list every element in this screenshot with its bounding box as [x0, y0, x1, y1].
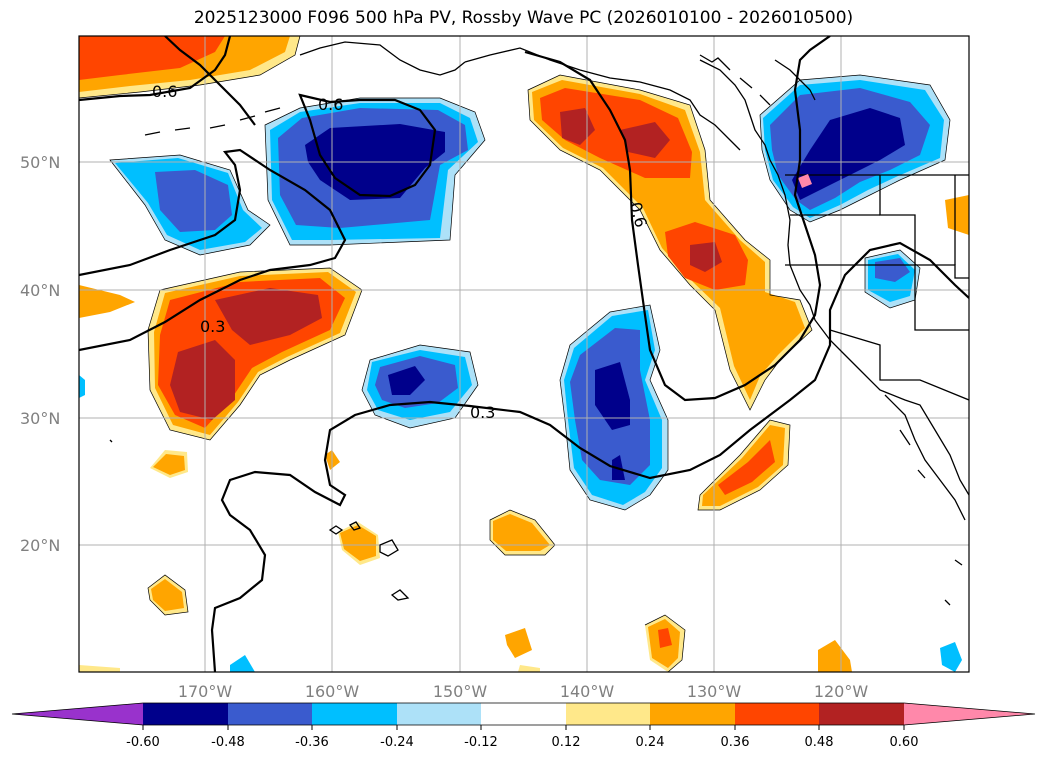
colorbar-label-8: 0.36 — [721, 735, 750, 750]
contour-label-0-3-a: 0.3 — [200, 317, 225, 336]
lat-label-40n: 40°N — [20, 281, 60, 300]
colorbar-swatch-5 — [481, 703, 566, 725]
anomaly-northeast-warm — [528, 75, 812, 410]
lon-label-170w: 170°W — [178, 682, 233, 701]
lon-label-140w: 140°W — [560, 682, 615, 701]
lat-label-30n: 30°N — [20, 409, 60, 428]
colorbar-swatch-9 — [819, 703, 904, 725]
lon-label-160w: 160°W — [305, 682, 360, 701]
pv-contour-0-6-northwest — [79, 36, 232, 102]
pv-contour-0-3-west — [79, 148, 347, 352]
colorbar-label-7: 0.24 — [636, 735, 665, 750]
lat-label-50n: 50°N — [20, 153, 60, 172]
lon-label-120w: 120°W — [814, 682, 869, 701]
lon-label-130w: 130°W — [687, 682, 742, 701]
pv-contour-0-6-north — [298, 93, 437, 198]
contour-labels: 0.6 0.6 0.6 0.3 0.3 — [152, 82, 651, 422]
colorbar-label-9: 0.48 — [805, 735, 834, 750]
colorbar-label-1: -0.60 — [126, 735, 160, 750]
anomaly-central-cold — [362, 345, 478, 428]
contour-label-0-6-b: 0.6 — [318, 95, 343, 114]
colorbar-label-4: -0.24 — [380, 735, 414, 750]
colorbar-extend-high — [904, 703, 1035, 725]
lon-label-150w: 150°W — [433, 682, 488, 701]
anomaly-small-warm-patches — [79, 195, 969, 672]
colorbar-swatch-3 — [312, 703, 397, 725]
colorbar-extend-low — [12, 703, 143, 725]
pv-contour-0-6-trough — [524, 36, 831, 402]
colorbar-swatch-2 — [228, 703, 312, 725]
lat-label-20n: 20°N — [20, 536, 60, 555]
anomaly-southeast-warm — [698, 420, 790, 510]
colorbar-label-6: 0.12 — [552, 735, 581, 750]
contour-label-0-6-a: 0.6 — [152, 82, 177, 101]
longitude-labels: 170°W 160°W 150°W 140°W 130°W 120°W — [178, 682, 869, 701]
colorbar-label-10: 0.60 — [890, 735, 919, 750]
colorbar-label-2: -0.48 — [211, 735, 245, 750]
anomaly-top-left-warm — [79, 36, 300, 98]
plot-frame — [78, 35, 970, 673]
gridlines — [79, 36, 969, 672]
colorbar-swatch-8 — [735, 703, 819, 725]
pv-contour-0-6-ridge — [164, 36, 256, 126]
pv-contours — [79, 36, 969, 672]
colorbar: -0.60 -0.48 -0.36 -0.24 -0.12 0.12 0.24 … — [11, 702, 1036, 750]
colorbar-label-5: -0.12 — [464, 735, 498, 750]
coastlines — [109, 41, 969, 606]
contour-label-0-3-b: 0.3 — [470, 403, 495, 422]
colorbar-swatch-1 — [143, 703, 228, 725]
anomaly-south-central-cold — [560, 305, 668, 510]
latitude-labels: 50°N 40°N 30°N 20°N — [20, 153, 60, 555]
colorbar-label-3: -0.36 — [295, 735, 329, 750]
colorbar-swatch-7 — [650, 703, 735, 725]
colorbar-swatch-4 — [397, 703, 481, 725]
anomaly-small-cold-patches — [79, 375, 962, 672]
pv-contour-0-3-central — [210, 241, 969, 672]
colorbar-swatch-6 — [566, 703, 650, 725]
map-title: 2025123000 F096 500 hPa PV, Rossby Wave … — [193, 8, 854, 28]
lake-marker — [798, 174, 812, 188]
